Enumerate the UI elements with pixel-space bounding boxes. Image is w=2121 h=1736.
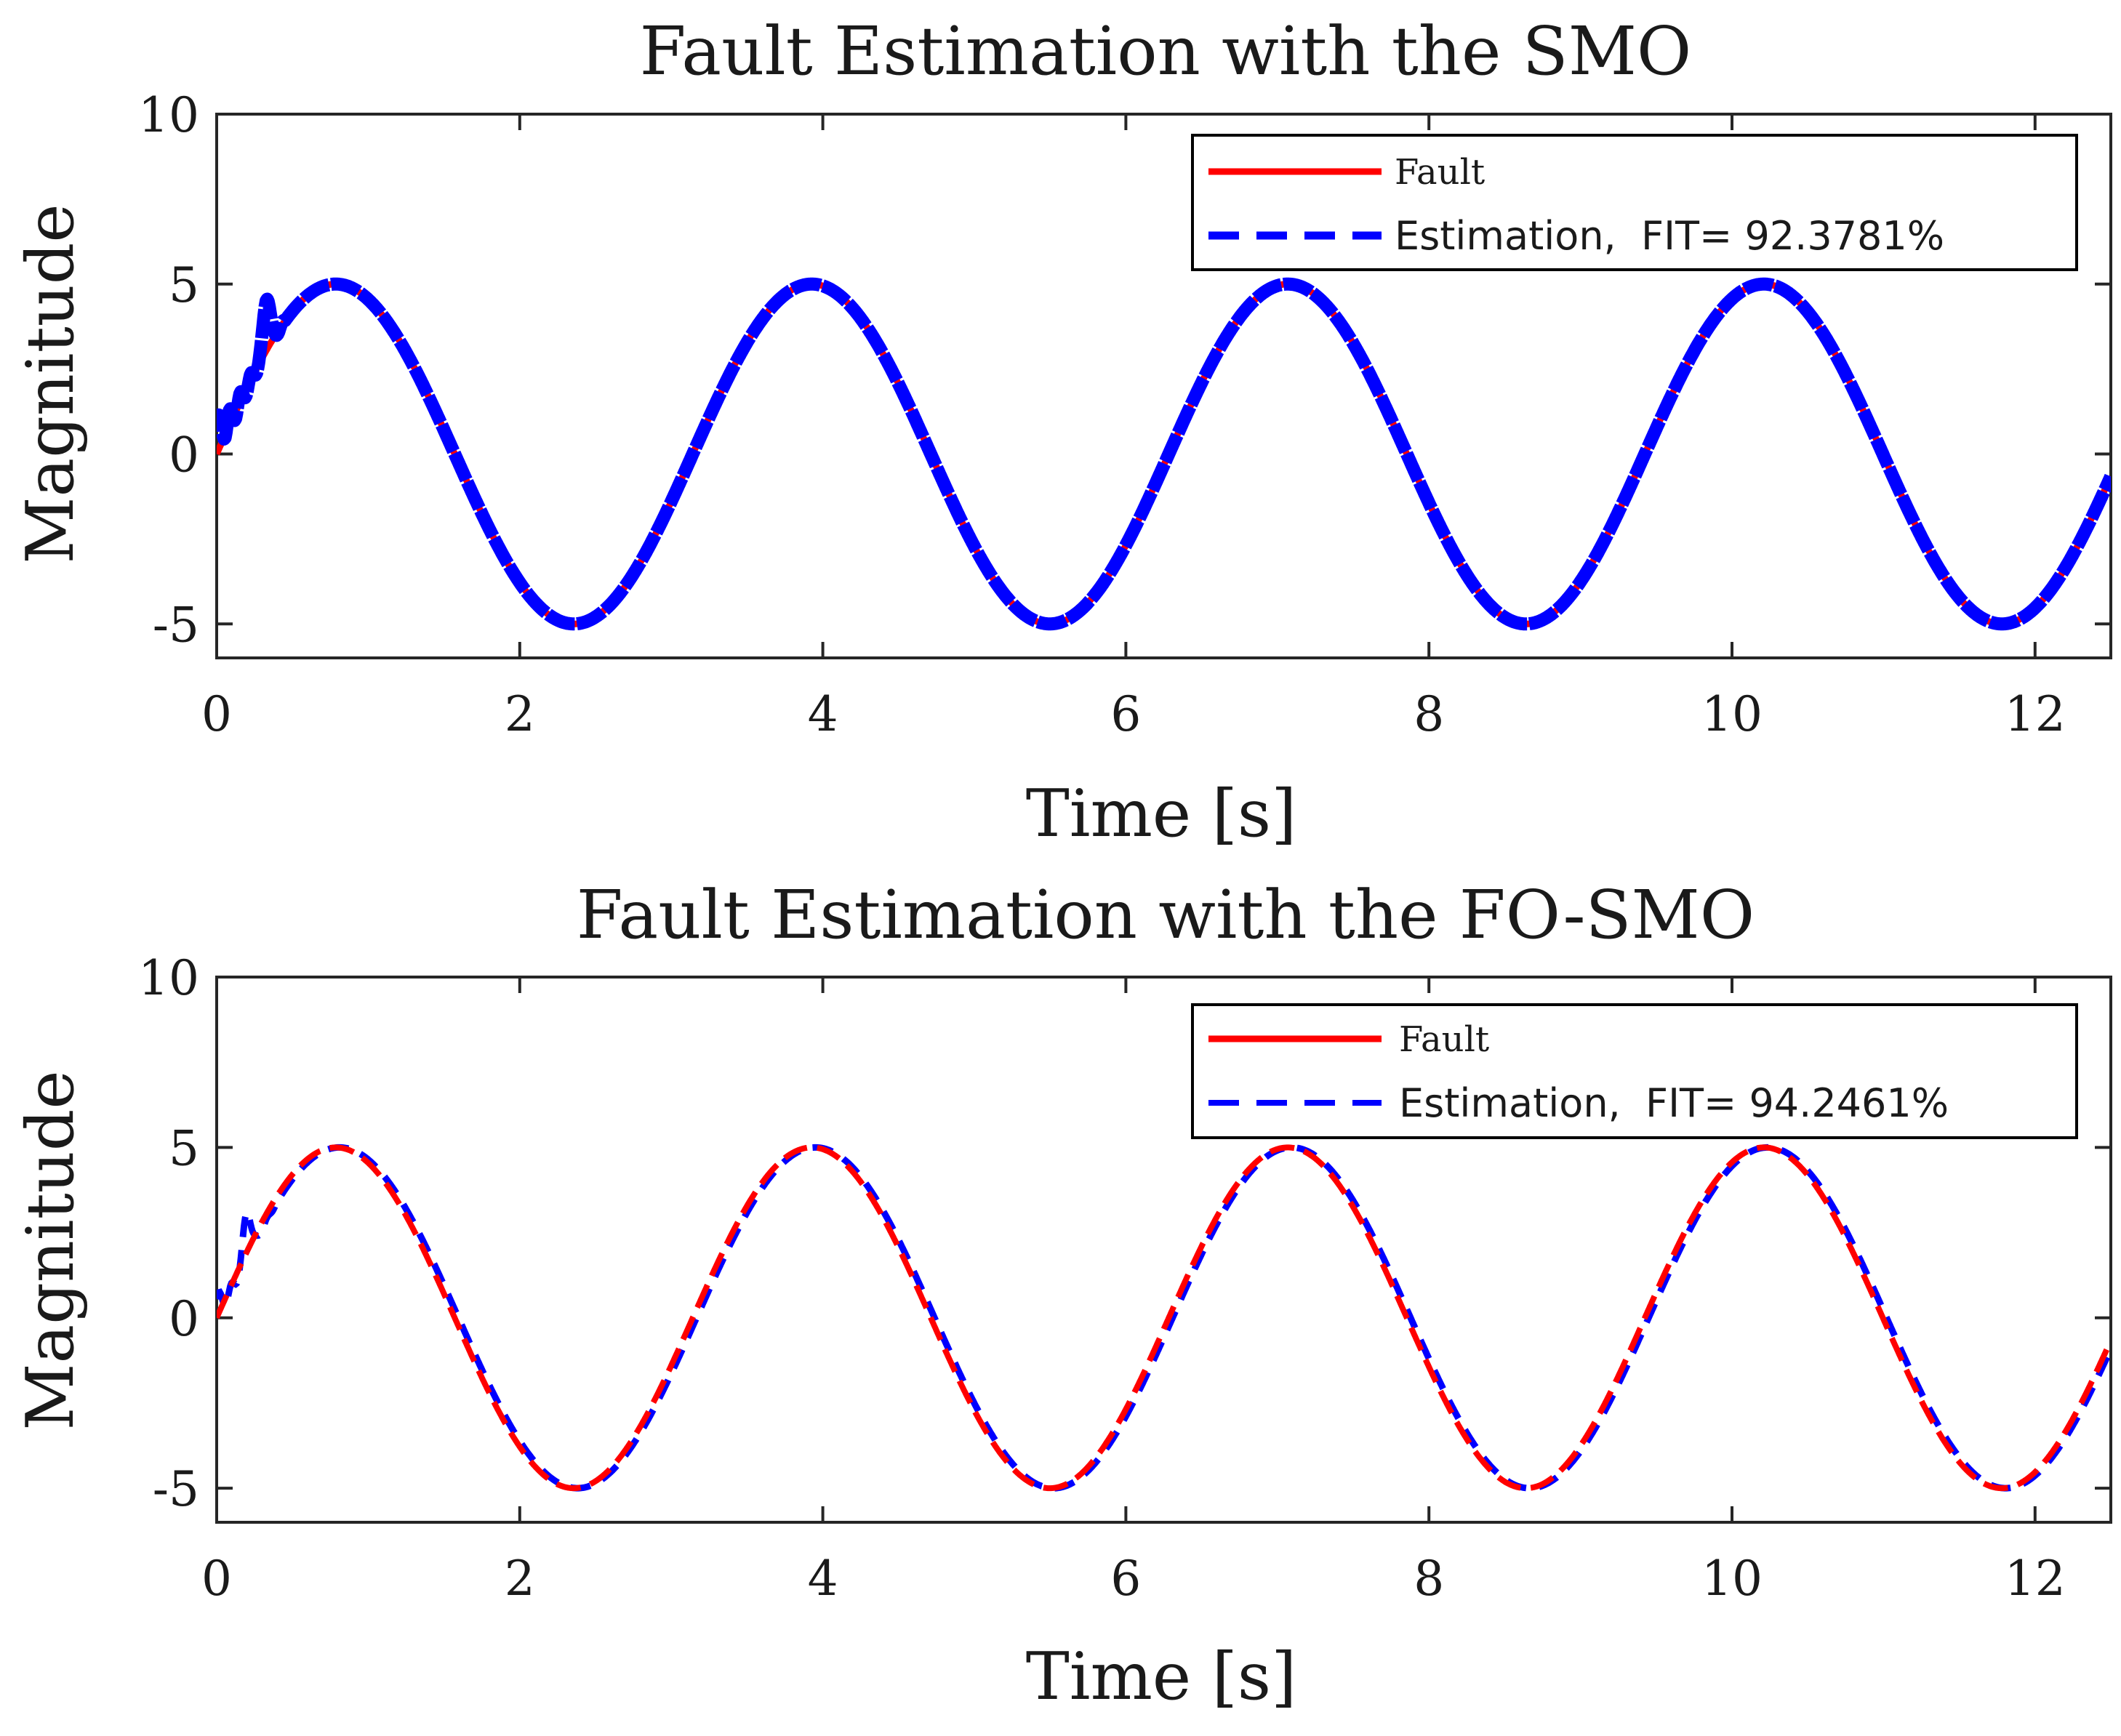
legend-estimation-label: Estimation, FIT= 94.2461%: [1399, 1080, 1949, 1126]
subplot-fo-smo: Fault Estimation with the FO-SMO Magnitu…: [12, 876, 2112, 1715]
x-tick-label: 4: [808, 1551, 838, 1607]
y-tick-label: 5: [169, 1120, 199, 1176]
y-tick-label: 5: [169, 257, 199, 313]
y-tick-label: 10: [138, 950, 199, 1006]
x-tick-label: 12: [2005, 686, 2066, 742]
legend-box: [1191, 1003, 2078, 1139]
legend: Fault Estimation, FIT= 94.2461%: [1191, 1003, 2078, 1139]
y-tick-label: 0: [169, 427, 199, 483]
x-tick-label: 6: [1110, 1551, 1141, 1607]
x-tick-label: 2: [505, 1551, 535, 1607]
legend: Fault Estimation, FIT= 92.3781%: [1191, 134, 2078, 271]
x-tick-label: 0: [201, 1551, 232, 1607]
x-axis-label: Time [s]: [1026, 1639, 1296, 1715]
x-tick-label: 0: [201, 686, 232, 742]
subplot-smo: Fault Estimation with the SMO Magnitude …: [12, 12, 2112, 852]
series-fault-line: [217, 1144, 2111, 1492]
x-axis-label: Time [s]: [1026, 776, 1296, 852]
axes-box: [215, 113, 2112, 659]
x-tick-label: 4: [808, 686, 838, 742]
x-tick-label: 8: [1414, 1551, 1444, 1607]
x-tick-label: 12: [2005, 1551, 2066, 1607]
legend-estimation-label: Estimation, FIT= 92.3781%: [1395, 213, 1944, 259]
legend-fault-label: Fault: [1399, 1019, 1489, 1060]
legend-box: [1191, 134, 2078, 271]
y-tick-label: -5: [153, 1461, 199, 1517]
x-tick-label: 10: [1701, 686, 1763, 742]
x-tick-label: 6: [1110, 686, 1141, 742]
y-axis-label: Magnitude: [12, 204, 89, 563]
chart-title: Fault Estimation with the SMO: [640, 12, 1692, 90]
x-tick-label: 2: [505, 686, 535, 742]
legend-fault-label: Fault: [1395, 152, 1485, 193]
x-tick-label: 10: [1701, 1551, 1763, 1607]
series-estimation-line: [217, 277, 2111, 631]
y-axis-label: Magnitude: [12, 1070, 89, 1430]
chart-title: Fault Estimation with the FO-SMO: [577, 876, 1755, 954]
axes-box: [215, 976, 2112, 1524]
x-tick-label: 8: [1414, 686, 1444, 742]
y-tick-label: 10: [138, 87, 199, 143]
y-tick-label: -5: [153, 597, 199, 653]
y-tick-label: 0: [169, 1291, 199, 1347]
